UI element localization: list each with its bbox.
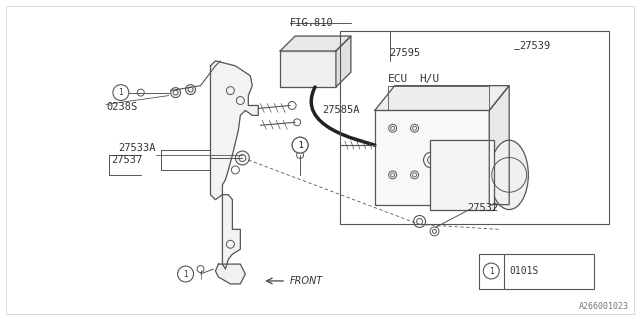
Bar xyxy=(375,110,489,204)
Text: 27532: 27532 xyxy=(467,203,499,212)
Polygon shape xyxy=(336,36,351,87)
Text: H/U: H/U xyxy=(420,74,440,84)
Circle shape xyxy=(171,88,180,98)
Text: ECU: ECU xyxy=(388,74,408,84)
Text: 27533A: 27533A xyxy=(118,143,156,153)
Circle shape xyxy=(294,119,301,126)
Text: 27595: 27595 xyxy=(390,48,421,58)
Circle shape xyxy=(483,263,499,279)
Circle shape xyxy=(186,85,196,95)
Text: 27585A: 27585A xyxy=(322,105,360,116)
Bar xyxy=(429,140,494,210)
Circle shape xyxy=(288,101,296,109)
Circle shape xyxy=(292,137,308,153)
Circle shape xyxy=(413,215,426,228)
Circle shape xyxy=(292,137,308,153)
Text: 1: 1 xyxy=(118,88,124,97)
Text: 1: 1 xyxy=(298,140,303,150)
Polygon shape xyxy=(375,86,509,110)
Text: 0101S: 0101S xyxy=(509,266,538,276)
Circle shape xyxy=(236,151,250,165)
Circle shape xyxy=(197,266,204,273)
Circle shape xyxy=(296,152,303,158)
Text: A266001023: A266001023 xyxy=(579,302,628,311)
Circle shape xyxy=(178,266,193,282)
Polygon shape xyxy=(223,195,241,269)
Polygon shape xyxy=(280,36,351,51)
Text: 27537: 27537 xyxy=(111,155,142,165)
Text: 1: 1 xyxy=(298,140,303,150)
Bar xyxy=(280,51,336,87)
Bar xyxy=(479,254,594,289)
Circle shape xyxy=(138,89,144,96)
Ellipse shape xyxy=(490,140,529,210)
Polygon shape xyxy=(211,61,259,200)
Text: 1: 1 xyxy=(489,267,493,276)
Text: 27539: 27539 xyxy=(519,41,550,51)
Circle shape xyxy=(430,227,439,236)
Text: FIG.810: FIG.810 xyxy=(290,18,334,28)
Text: FRONT: FRONT xyxy=(290,276,323,286)
Polygon shape xyxy=(216,264,245,284)
Text: 1: 1 xyxy=(183,269,188,278)
Text: 0238S: 0238S xyxy=(106,102,137,112)
Circle shape xyxy=(113,85,129,100)
Polygon shape xyxy=(489,86,509,204)
